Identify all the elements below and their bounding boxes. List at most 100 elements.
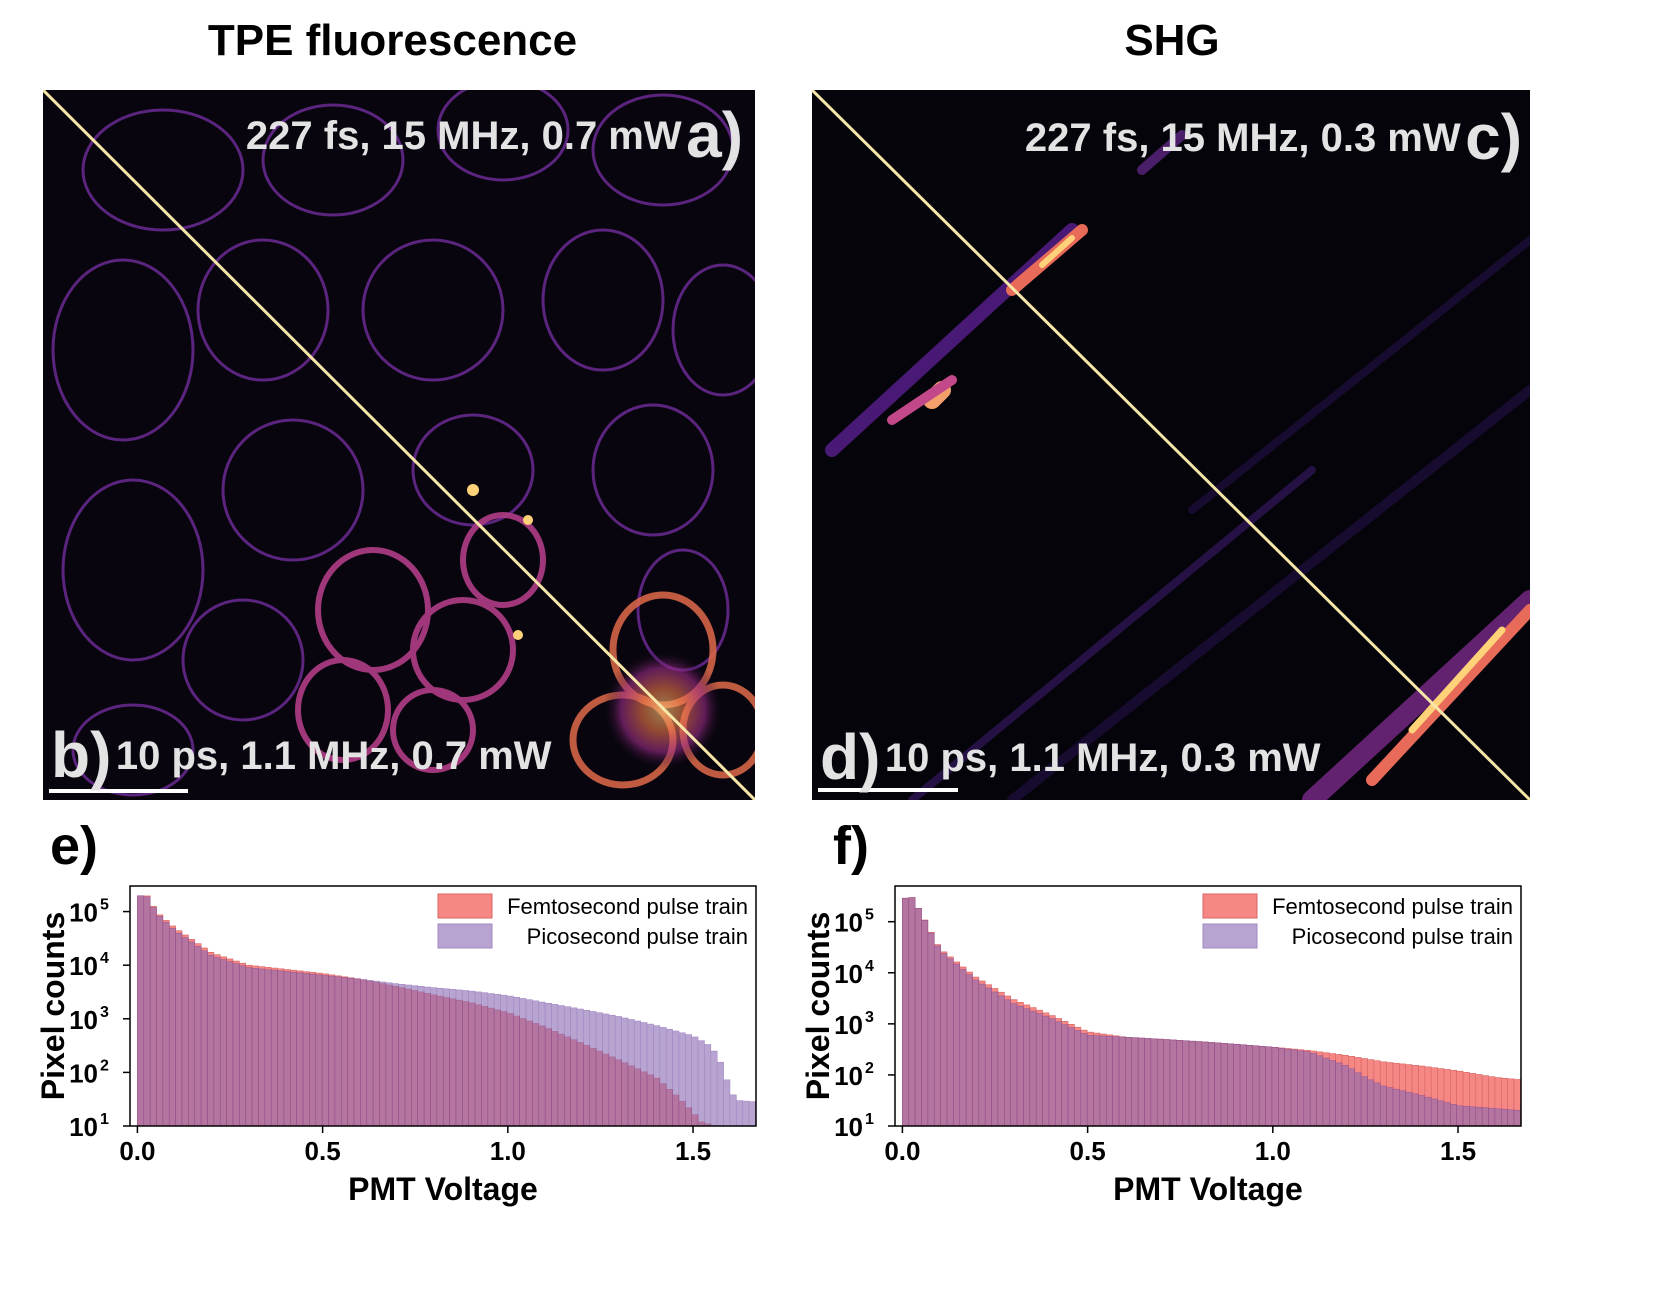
histogram-bar-ps — [1201, 1041, 1209, 1127]
histogram-bar-ps — [1252, 1045, 1260, 1127]
histogram-bar-ps — [965, 974, 973, 1127]
histogram-bar-ps — [430, 987, 438, 1127]
histogram-bar-ps — [1086, 1035, 1094, 1127]
histogram-bar-ps — [353, 978, 361, 1127]
y-tick-label: 10 — [834, 1061, 863, 1091]
histogram-bar-ps — [538, 1001, 546, 1127]
x-tick-label: 0.5 — [1070, 1136, 1106, 1166]
histogram-bar-ps — [385, 982, 393, 1127]
histogram-bar-ps — [563, 1006, 571, 1127]
histogram-bar-ps — [1481, 1107, 1489, 1127]
histogram-bar-ps — [487, 993, 495, 1127]
histogram-bar-ps — [1309, 1053, 1317, 1127]
histogram-bar-ps — [162, 922, 170, 1127]
histogram-bar-ps — [1099, 1035, 1107, 1127]
histogram-bar-ps — [570, 1007, 578, 1127]
histogram-bar-ps — [1105, 1036, 1113, 1127]
y-tick-label: 10 — [834, 1010, 863, 1040]
histogram-bar-ps — [602, 1013, 610, 1127]
histogram-bar-ps — [1500, 1108, 1508, 1127]
legend-label-ps: Picosecond pulse train — [527, 924, 748, 949]
histogram-bar-ps — [933, 945, 941, 1127]
histogram-bar-ps — [1214, 1042, 1222, 1127]
histogram-bar-ps — [1023, 1008, 1031, 1127]
histogram-bar-ps — [207, 954, 215, 1127]
histogram-bar-ps — [544, 1002, 552, 1127]
tpe-image-panel: 227 fs, 15 MHz, 0.7 mW a) b) 10 ps, 1.1 … — [43, 90, 755, 800]
histogram-bar-ps — [302, 973, 310, 1127]
histogram-bar-ps — [519, 998, 527, 1127]
histogram-bar-ps — [251, 968, 259, 1127]
histogram-bar-ps — [984, 987, 992, 1127]
histogram-bar-ps — [627, 1019, 635, 1127]
histogram-bar-ps — [634, 1020, 642, 1127]
histogram-bar-ps — [513, 996, 520, 1127]
histogram-bar-ps — [360, 979, 368, 1127]
histogram-bar-ps — [748, 1101, 756, 1127]
y-tick-exponent: 2 — [865, 1060, 874, 1077]
y-tick-exponent: 3 — [100, 1004, 109, 1021]
annotation-d-letter: d) — [820, 721, 881, 793]
x-tick-label: 1.5 — [675, 1136, 711, 1166]
histogram-bar-ps — [245, 967, 253, 1127]
histogram-bar-ps — [1265, 1046, 1273, 1127]
histogram-bar-ps — [1488, 1107, 1496, 1127]
histogram-bar-ps — [665, 1028, 673, 1127]
histogram-bar-ps — [1163, 1039, 1171, 1127]
histogram-bar-ps — [1093, 1035, 1101, 1127]
left-column-title: TPE fluorescence — [207, 16, 578, 65]
legend-swatch-fs — [1202, 893, 1258, 919]
histogram-bar-ps — [404, 984, 412, 1127]
histogram-bar-ps — [1239, 1044, 1247, 1127]
histogram-bar-ps — [1405, 1092, 1413, 1127]
histogram-bar-ps — [1131, 1037, 1139, 1127]
histogram-bar-ps — [735, 1100, 743, 1127]
histogram-bar-ps — [1462, 1106, 1470, 1127]
histogram-bar-ps — [1456, 1105, 1464, 1127]
histogram-bar-ps — [710, 1050, 718, 1127]
histogram-bar-ps — [946, 958, 954, 1127]
histogram-bar-ps — [697, 1040, 705, 1127]
histogram-bar-ps — [589, 1011, 597, 1127]
histogram-bar-ps — [391, 983, 399, 1127]
histogram-bar-ps — [321, 975, 329, 1127]
bars-ps — [137, 895, 756, 1127]
histogram-bar-ps — [1386, 1087, 1394, 1127]
histogram-bar-ps — [213, 957, 221, 1127]
x-tick-label: 0.0 — [884, 1136, 920, 1166]
histogram-bar-ps — [1430, 1098, 1438, 1127]
histogram-bar-ps — [1169, 1039, 1177, 1127]
histogram-bar-ps — [1373, 1082, 1381, 1127]
histogram-bar-ps — [1042, 1015, 1050, 1127]
histogram-bar-ps — [181, 937, 189, 1127]
annotation-b-text: 10 ps, 1.1 MHz, 0.7 mW — [115, 734, 552, 778]
histogram-bar-ps — [1048, 1018, 1056, 1127]
histogram-bar-ps — [1392, 1088, 1400, 1127]
histogram-bar-ps — [411, 985, 419, 1127]
x-tick-label: 0.5 — [305, 1136, 341, 1166]
x-tick-label: 1.5 — [1440, 1136, 1476, 1166]
histogram-bar-ps — [1424, 1096, 1432, 1127]
histogram-bar-ps — [309, 973, 317, 1127]
plot-frame — [129, 885, 757, 1127]
histogram-bar-ps — [614, 1016, 622, 1127]
histogram-bar-ps — [506, 995, 514, 1127]
histogram-bar-ps — [226, 961, 234, 1127]
histogram-bar-ps — [953, 963, 961, 1127]
histogram-bar-ps — [1469, 1106, 1477, 1127]
histogram-bar-ps — [347, 977, 355, 1127]
histogram-bar-ps — [379, 981, 387, 1127]
histogram-bar-ps — [1010, 1003, 1018, 1127]
histogram-bar-ps — [608, 1014, 616, 1127]
histogram-bar-ps — [1316, 1055, 1324, 1127]
y-tick-label: 10 — [69, 898, 98, 928]
diagonal-divider-right — [812, 90, 1530, 800]
y-tick-exponent: 1 — [865, 1111, 874, 1128]
histogram-bar-ps — [1150, 1038, 1158, 1127]
y-tick-exponent: 1 — [100, 1111, 109, 1128]
histogram-bar-ps — [423, 986, 431, 1127]
histogram-bar-ps — [1227, 1043, 1235, 1127]
right-column-title: SHG — [1124, 16, 1220, 65]
histogram-bar-ps — [557, 1005, 565, 1127]
histogram-bar-ps — [1271, 1047, 1279, 1127]
